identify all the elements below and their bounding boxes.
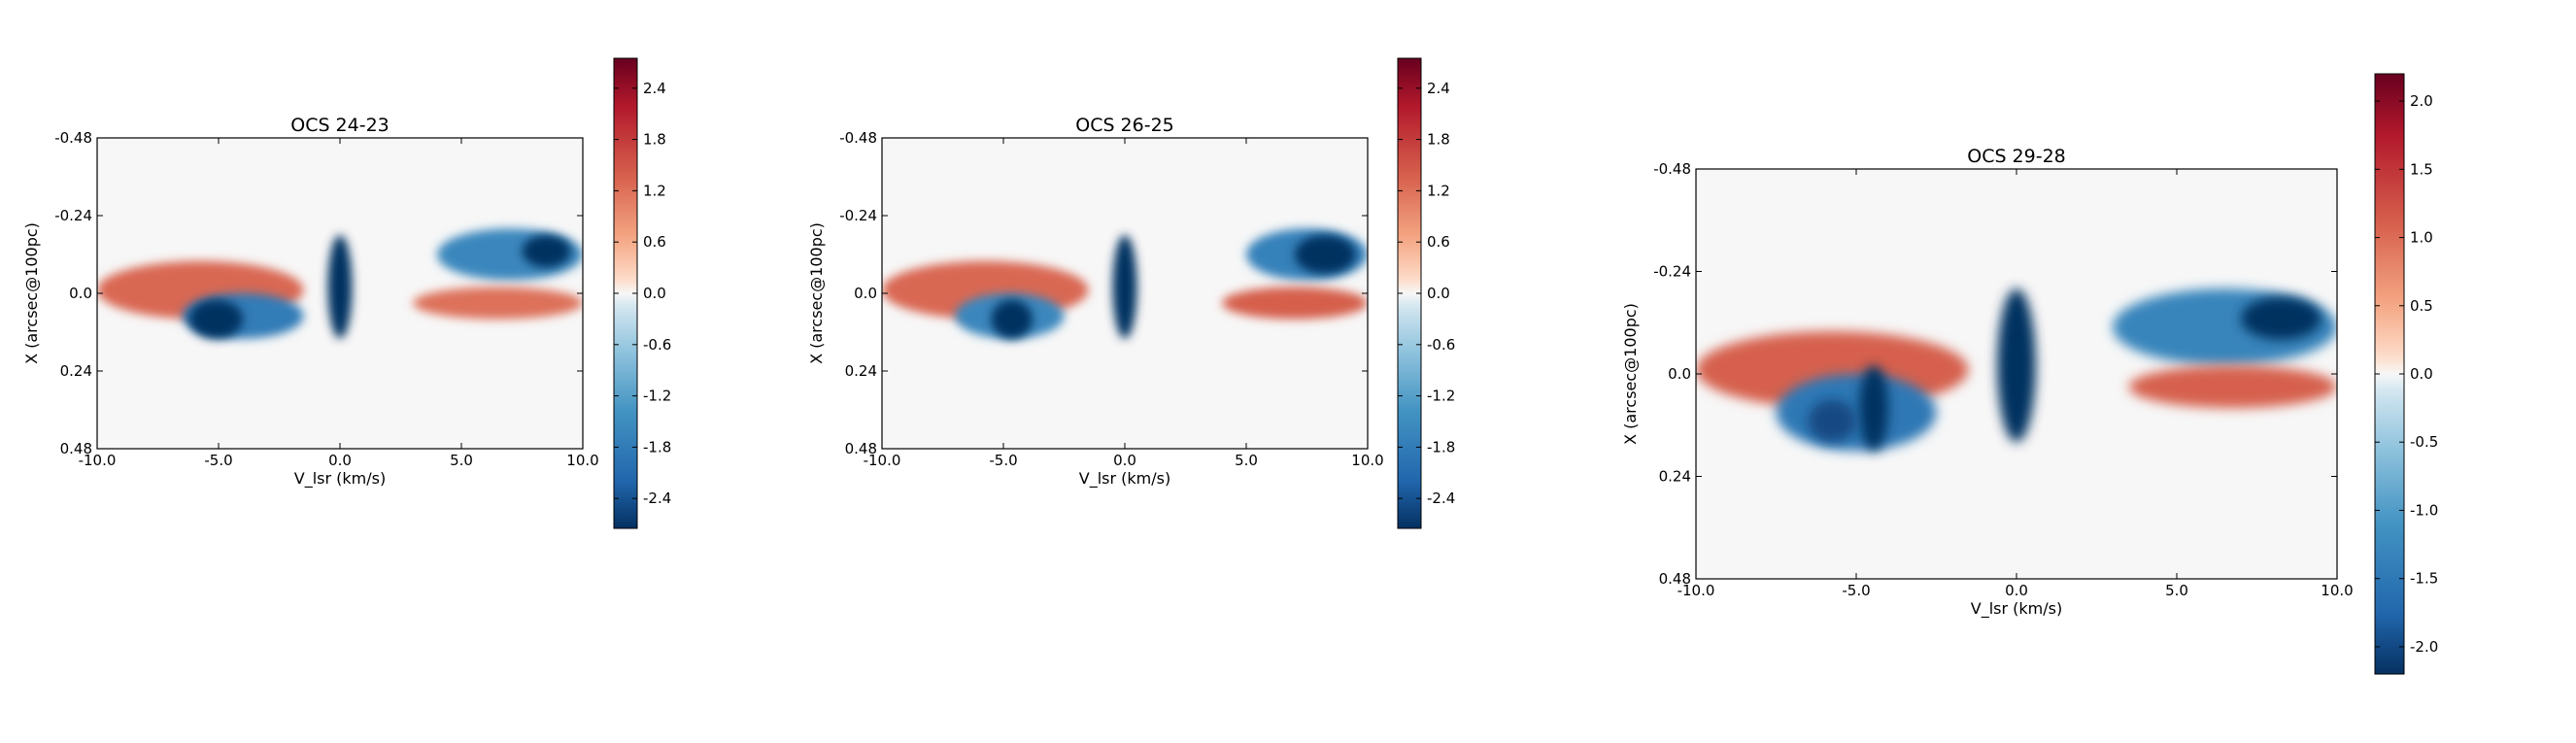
- negative-absorption-feature-3: [189, 299, 243, 339]
- colorbar-tick-label: 2.4: [643, 80, 666, 97]
- x-tick-label: -5.0: [1842, 582, 1870, 599]
- colorbar: -2.0 -1.5 -1.0 -0.5 0.0 0.5 1.0 1.5 2.0: [2374, 73, 2438, 675]
- colorbar-tick-label: 1.2: [1427, 182, 1450, 199]
- y-tick-label: 0.48: [845, 440, 877, 457]
- y-tick-label: 0.0: [69, 285, 92, 302]
- colorbar-tick-label: -1.5: [2410, 570, 2438, 588]
- colorbar: -2.4 -1.8 -1.2 -0.6 0.0 0.6 1.2 1.8 2.4: [1397, 57, 1455, 529]
- y-axis-label: X (arcsec@100pc): [22, 222, 41, 364]
- colorbar-tick-label: 0.5: [2410, 297, 2433, 315]
- colorbar-tick-label: 0.0: [2410, 365, 2433, 383]
- y-axis-label: X (arcsec@100pc): [807, 222, 826, 364]
- y-tick-label: -0.48: [1653, 160, 1691, 178]
- x-tick-label: 10.0: [1351, 452, 1383, 469]
- y-tick-label: -0.24: [839, 207, 877, 224]
- negative-absorption-feature-4: [1808, 399, 1856, 443]
- x-axis-label: V_lsr (km/s): [294, 469, 386, 489]
- x-tick-label: -5.0: [204, 452, 232, 469]
- colorbar-tick-label: 2.0: [2410, 92, 2433, 110]
- x-tick-label: 0.0: [328, 452, 352, 469]
- x-axis-label: V_lsr (km/s): [1971, 599, 2062, 619]
- y-tick-label: -0.48: [54, 129, 92, 147]
- colorbar-tick-label: 1.0: [2410, 229, 2433, 247]
- chart-panel-1: -10.0 -5.0 0.0 5.0 10.0 -0.48 -0.24 0.0 0.24 0.48…: [22, 57, 671, 529]
- y-tick-label: 0.0: [1668, 365, 1691, 383]
- colorbar-tick-label: 0.0: [643, 285, 666, 302]
- y-tick-label: 0.24: [1659, 468, 1691, 486]
- negative-absorption-feature-5: [1997, 288, 2036, 443]
- x-tick-label: 10.0: [2321, 582, 2353, 599]
- colorbar-tick-label: 1.2: [643, 182, 666, 199]
- x-tick-label: 5.0: [1235, 452, 1258, 469]
- heatmap-features: [882, 228, 1368, 339]
- colorbar-tick-label: 0.0: [1427, 285, 1450, 302]
- colorbar-tick-label: 2.4: [1427, 80, 1450, 97]
- heatmap-features: [97, 228, 583, 339]
- y-tick-label: 0.0: [854, 285, 877, 302]
- colorbar: -2.4 -1.8 -1.2 -0.6 0.0 0.6 1.2 1.8 2.4: [613, 57, 671, 529]
- negative-absorption-feature-6: [522, 234, 571, 268]
- chart-title: OCS 26-25: [1075, 115, 1174, 136]
- x-tick-label: -10.0: [864, 452, 901, 469]
- colorbar-tick-label: 1.5: [2410, 160, 2433, 178]
- y-axis-label: X (arcsec@100pc): [1621, 303, 1640, 445]
- x-tick-label: 0.0: [1113, 452, 1136, 469]
- positive-emission-feature-7: [413, 287, 583, 320]
- x-tick-label: 5.0: [2165, 582, 2188, 599]
- negative-absorption-feature-6: [1295, 235, 1356, 274]
- positive-emission-feature-7: [1222, 287, 1368, 320]
- colorbar-tick-label: -1.8: [1427, 438, 1455, 456]
- x-tick-label: -10.0: [79, 452, 117, 469]
- colorbar-tick-label: -1.0: [2410, 501, 2438, 519]
- colorbar-tick-label: -0.6: [643, 336, 671, 354]
- colorbar-tick-label: 1.8: [643, 131, 666, 149]
- chart-panel-2: -10.0 -5.0 0.0 5.0 10.0 -0.48 -0.24 0.0 0.24 0.48…: [807, 57, 1455, 529]
- y-tick-label: 0.48: [1659, 570, 1691, 588]
- y-tick-label: 0.24: [845, 362, 877, 380]
- negative-absorption-feature-3: [1859, 365, 1888, 452]
- colorbar-tick-label: -0.6: [1427, 336, 1455, 354]
- chart-title: OCS 24-23: [290, 115, 390, 136]
- colorbar-tick-label: -2.4: [1427, 490, 1455, 507]
- y-tick-label: -0.24: [1653, 263, 1691, 281]
- negative-absorption-feature-2: [1776, 374, 1937, 452]
- colorbar-tick-label: -1.8: [643, 438, 671, 456]
- colorbar-tick-label: -1.2: [643, 388, 671, 405]
- heatmap-features: [1696, 288, 2337, 452]
- x-tick-label: -5.0: [989, 452, 1017, 469]
- positive-emission-feature-8: [2128, 365, 2337, 409]
- colorbar-tick-label: 0.6: [643, 233, 666, 251]
- negative-absorption-feature-7: [2241, 296, 2322, 340]
- chart-title: OCS 29-28: [1967, 146, 2066, 167]
- x-tick-label: 10.0: [566, 452, 598, 469]
- negative-absorption-feature-3: [991, 299, 1033, 339]
- colorbar-tick-label: -1.2: [1427, 388, 1455, 405]
- y-tick-label: 0.24: [60, 362, 92, 380]
- x-tick-label: 5.0: [450, 452, 473, 469]
- colorbar-tick-label: 0.6: [1427, 233, 1450, 251]
- colorbar-tick-label: 1.8: [1427, 131, 1450, 149]
- negative-absorption-feature-4: [1112, 235, 1137, 339]
- negative-absorption-feature-4: [327, 235, 353, 339]
- colorbar-tick-label: -0.5: [2410, 433, 2438, 451]
- colorbar-tick-label: -2.4: [643, 490, 671, 507]
- x-axis-label: V_lsr (km/s): [1079, 469, 1170, 489]
- x-tick-label: -10.0: [1678, 582, 1715, 599]
- chart-panel-3: -10.0 -5.0 0.0 5.0 10.0 -0.48 -0.24 0.0 0.24 0.48…: [1621, 73, 2438, 675]
- y-tick-label: -0.48: [839, 129, 877, 147]
- y-tick-label: -0.24: [54, 207, 92, 224]
- colorbar-tick-label: -2.0: [2410, 638, 2438, 656]
- y-tick-label: 0.48: [60, 440, 92, 457]
- x-tick-label: 0.0: [2005, 582, 2028, 599]
